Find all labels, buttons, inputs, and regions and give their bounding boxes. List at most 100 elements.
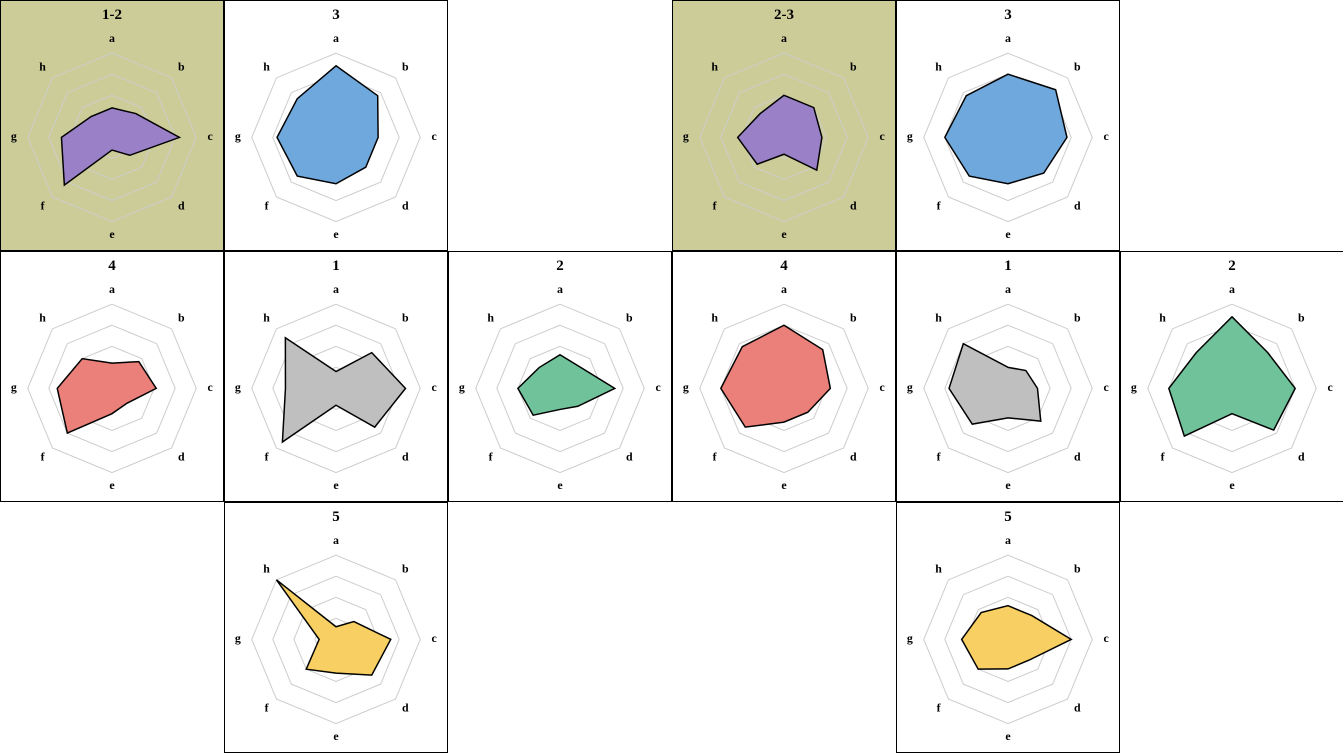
svg-text:c: c	[207, 380, 212, 394]
svg-text:a: a	[781, 31, 787, 45]
svg-text:g: g	[235, 380, 241, 394]
svg-text:g: g	[11, 129, 17, 143]
svg-text:g: g	[907, 129, 913, 143]
svg-text:a: a	[333, 31, 339, 45]
svg-text:a: a	[109, 282, 115, 296]
svg-text:c: c	[1327, 380, 1332, 394]
svg-text:f: f	[1161, 450, 1166, 464]
svg-text:f: f	[489, 450, 494, 464]
svg-text:f: f	[937, 701, 942, 715]
svg-text:b: b	[626, 311, 633, 325]
svg-text:a: a	[1229, 282, 1235, 296]
svg-text:h: h	[711, 311, 718, 325]
svg-text:g: g	[683, 380, 689, 394]
svg-text:g: g	[235, 631, 241, 645]
svg-text:d: d	[850, 199, 857, 213]
svg-text:c: c	[431, 380, 436, 394]
svg-text:c: c	[431, 129, 436, 143]
svg-text:b: b	[850, 311, 857, 325]
svg-text:e: e	[1005, 227, 1010, 241]
svg-text:d: d	[402, 701, 409, 715]
svg-text:d: d	[178, 450, 185, 464]
svg-text:d: d	[1074, 199, 1081, 213]
radar-cell-left-4: 4abcdefgh	[0, 251, 224, 502]
svg-text:a: a	[109, 31, 115, 45]
svg-text:e: e	[781, 478, 786, 492]
svg-text:g: g	[907, 631, 913, 645]
radar-cell-left-5: 5abcdefgh	[224, 502, 448, 753]
svg-text:c: c	[879, 129, 884, 143]
svg-text:a: a	[557, 282, 563, 296]
svg-text:c: c	[655, 380, 660, 394]
svg-text:f: f	[265, 701, 270, 715]
svg-text:e: e	[1005, 478, 1010, 492]
svg-text:f: f	[41, 199, 46, 213]
svg-text:g: g	[235, 129, 241, 143]
radar-cell-left-2: 2abcdefgh	[448, 251, 672, 502]
svg-text:g: g	[11, 380, 17, 394]
svg-text:g: g	[907, 380, 913, 394]
radar-cell-left-1-2: 1-2abcdefgh	[0, 0, 224, 251]
radar-grid-container: 1-2abcdefgh3abcdefgh4abcdefgh1abcdefgh2a…	[0, 0, 1343, 754]
svg-text:b: b	[402, 311, 409, 325]
svg-text:h: h	[487, 311, 494, 325]
svg-text:b: b	[402, 562, 409, 576]
svg-text:f: f	[937, 199, 942, 213]
svg-text:a: a	[333, 533, 339, 547]
svg-text:e: e	[781, 227, 786, 241]
radar-plot: abcdefgh	[225, 252, 447, 501]
svg-text:h: h	[263, 60, 270, 74]
svg-text:f: f	[41, 450, 46, 464]
svg-text:h: h	[935, 562, 942, 576]
svg-text:d: d	[1298, 450, 1305, 464]
svg-text:h: h	[935, 60, 942, 74]
radar-plot: abcdefgh	[673, 252, 895, 501]
radar-plot: abcdefgh	[225, 1, 447, 250]
svg-text:h: h	[711, 60, 718, 74]
svg-text:b: b	[1074, 562, 1081, 576]
radar-plot: a b c d e f g h	[1, 252, 223, 501]
svg-text:h: h	[1159, 311, 1166, 325]
svg-text:a: a	[1005, 282, 1011, 296]
svg-text:f: f	[937, 450, 942, 464]
svg-text:e: e	[333, 227, 338, 241]
svg-text:e: e	[109, 478, 114, 492]
radar-cell-left-1: 1abcdefgh	[224, 251, 448, 502]
svg-text:e: e	[109, 227, 114, 241]
svg-text:f: f	[265, 199, 270, 213]
radar-plot: abcdefgh	[897, 252, 1119, 501]
svg-text:f: f	[265, 450, 270, 464]
radar-plot: abcdefgh	[1121, 252, 1343, 501]
svg-text:d: d	[402, 450, 409, 464]
radar-cell-right-4: 4abcdefgh	[672, 251, 896, 502]
radar-plot: abcdefgh	[1, 1, 223, 250]
svg-text:e: e	[1229, 478, 1234, 492]
svg-text:a: a	[1005, 533, 1011, 547]
svg-text:c: c	[207, 129, 212, 143]
svg-text:c: c	[431, 631, 436, 645]
svg-text:e: e	[333, 729, 338, 743]
svg-text:h: h	[39, 60, 46, 74]
svg-text:d: d	[1074, 450, 1081, 464]
radar-cell-right-3: 3abcdefgh	[896, 0, 1120, 251]
svg-text:b: b	[1074, 60, 1081, 74]
svg-text:d: d	[626, 450, 633, 464]
svg-text:e: e	[333, 478, 338, 492]
svg-text:b: b	[402, 60, 409, 74]
svg-text:h: h	[263, 311, 270, 325]
svg-text:c: c	[1103, 380, 1108, 394]
svg-text:h: h	[263, 562, 270, 576]
svg-text:b: b	[850, 60, 857, 74]
svg-text:h: h	[39, 311, 46, 325]
svg-text:g: g	[1131, 380, 1137, 394]
svg-text:b: b	[178, 311, 185, 325]
svg-text:c: c	[1103, 631, 1108, 645]
svg-text:h: h	[935, 311, 942, 325]
radar-plot: abcdefgh	[449, 252, 671, 501]
radar-cell-right-1: 1abcdefgh	[896, 251, 1120, 502]
radar-cell-right-2: 2abcdefgh	[1120, 251, 1343, 502]
svg-text:f: f	[713, 450, 718, 464]
svg-text:b: b	[178, 60, 185, 74]
radar-plot: abcdefgh	[897, 1, 1119, 250]
svg-text:e: e	[1005, 729, 1010, 743]
